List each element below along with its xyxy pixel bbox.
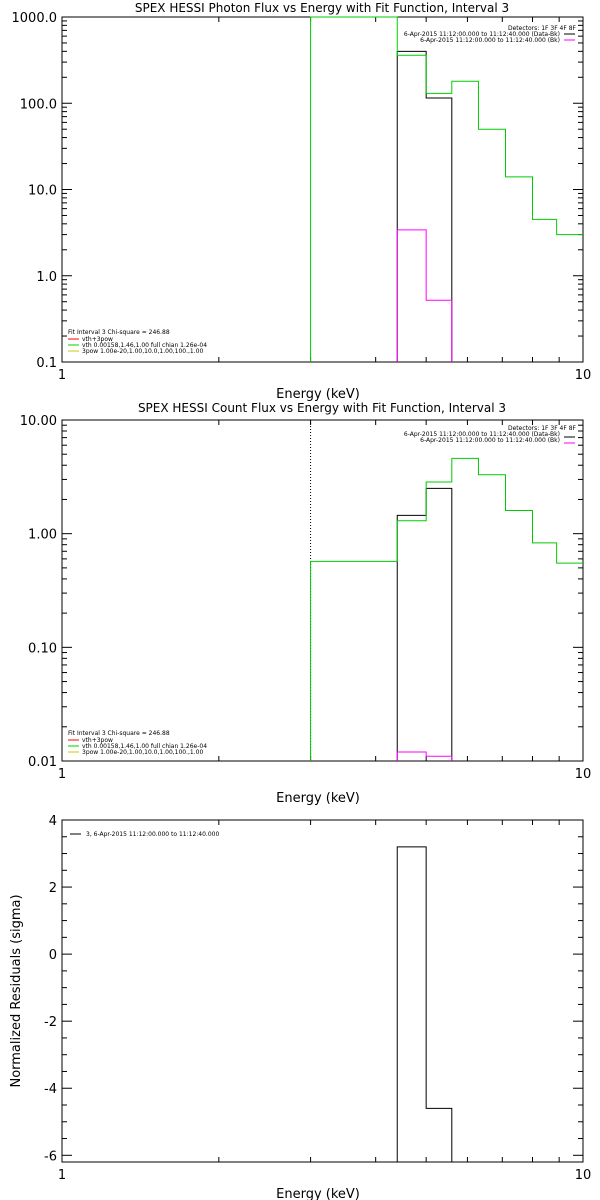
x-tick-label: 10 — [575, 1168, 592, 1183]
residuals-y-label: Normalized Residuals (sigma) — [9, 894, 24, 1087]
count-flux-plot-area: 1 10 0.01 0.10 1.00 10.00 — [20, 414, 591, 782]
y-tick-label: 0 — [49, 948, 57, 963]
detectors-label: Detectors: 1F 3F 4F 8F — [508, 25, 577, 32]
residuals-plot-area: 1 10 -6 -4 -2 0 2 4 — [44, 814, 591, 1183]
spectrum-series-1 — [396, 229, 453, 362]
spectrum-series-0 — [396, 846, 453, 1162]
y-tick-label: 10.0 — [28, 184, 57, 199]
residuals-panel: 1 10 -6 -4 -2 0 2 4 Energy (keV) Normalized Res… — [9, 814, 591, 1200]
legend-bk: 6-Apr-2015 11:12:00.000 to 11:12:40.000 … — [420, 37, 560, 44]
y-tick-label: 1000.0 — [12, 11, 58, 26]
legend-residual-interval: 3, 6-Apr-2015 11:12:00.000 to 11:12:40.0… — [86, 831, 219, 838]
y-tick-label: 100.0 — [20, 97, 57, 112]
legend-data-bk: 6-Apr-2015 11:12:00.000 to 11:12:40.000 … — [404, 431, 560, 438]
fit-header: Fit Interval 3 Chi-square = 246.88 — [68, 730, 170, 737]
photon-flux-title: SPEX HESSI Photon Flux vs Energy with Fi… — [135, 1, 509, 15]
x-tick-label: 10 — [575, 368, 592, 383]
legend-fit-3pow: 3pow 1.00e-20,1.00,10.0,1.00,100.,1.00 — [82, 348, 203, 355]
x-tick-label: 1 — [58, 368, 66, 383]
photon-flux-plot-area: 1 10 0.1 1.0 10.0 100.0 1000.0 — [12, 11, 592, 383]
y-tick-label: 1.0 — [36, 270, 57, 285]
fit-header: Fit Interval 3 Chi-square = 246.88 — [68, 329, 170, 336]
spectrum-series-1 — [396, 751, 453, 761]
plot-frame — [61, 419, 584, 762]
detectors-label: Detectors: 1F 3F 4F 8F — [508, 425, 577, 432]
photon-flux-x-label: Energy (keV) — [276, 387, 360, 402]
y-tick-label: 0.01 — [28, 755, 57, 770]
legend-bk: 6-Apr-2015 11:12:00.000 to 11:12:40.000 … — [420, 437, 560, 444]
y-tick-label: 4 — [49, 814, 57, 829]
legend-fit-total: vth+3pow — [82, 336, 113, 343]
spectrum-series-2 — [310, 16, 583, 362]
y-tick-label: -4 — [44, 1082, 57, 1097]
count-flux-panel: SPEX HESSI Count Flux vs Energy with Fit… — [20, 401, 591, 806]
spectrum-series-0 — [396, 487, 453, 761]
y-tick-label: 0.1 — [36, 356, 57, 371]
count-flux-title: SPEX HESSI Count Flux vs Energy with Fit… — [138, 401, 506, 415]
plot-frame — [61, 819, 584, 1163]
y-tick-label: -2 — [44, 1015, 57, 1030]
legend-fit-vth: vth 0.00158,1.46,1.00 full chian 1.26e-0… — [82, 342, 207, 349]
spectrum-series-0 — [396, 50, 453, 362]
y-tick-label: 0.10 — [28, 641, 57, 656]
count-flux-x-label: Energy (keV) — [276, 791, 360, 806]
legend-fit-total: vth+3pow — [82, 737, 113, 744]
y-tick-label: 10.00 — [20, 414, 57, 429]
x-tick-label: 1 — [58, 767, 66, 782]
photon-flux-panel: SPEX HESSI Photon Flux vs Energy with Fi… — [12, 1, 592, 402]
plot-frame — [61, 16, 584, 363]
legend-data-bk: 6-Apr-2015 11:12:00.000 to 11:12:40.000 … — [404, 31, 560, 38]
x-tick-label: 10 — [575, 767, 592, 782]
legend-fit-3pow: 3pow 1.00e-20,1.00,10.0,1.00,100.,1.00 — [82, 749, 203, 756]
y-tick-label: 1.00 — [28, 528, 57, 543]
x-tick-label: 1 — [58, 1168, 66, 1183]
legend-fit-vth: vth 0.00158,1.46,1.00 full chian 1.26e-0… — [82, 743, 207, 750]
residuals-x-label: Energy (keV) — [276, 1187, 360, 1200]
spectrum-series-2 — [310, 457, 583, 761]
y-tick-label: -6 — [44, 1149, 57, 1164]
y-tick-label: 2 — [49, 881, 57, 896]
